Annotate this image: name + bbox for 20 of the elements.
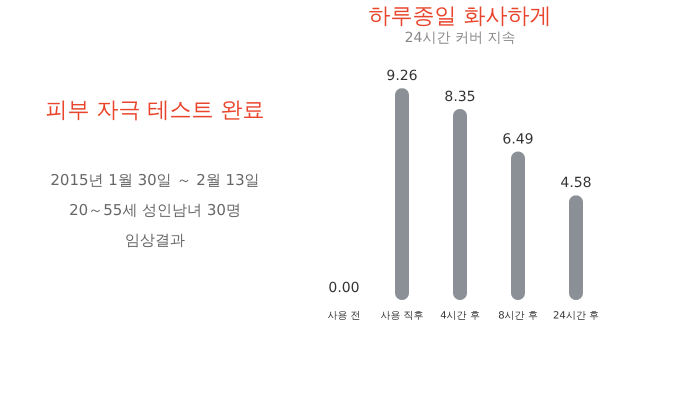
text: 2015년 1월 30일 ～ 2월 13일 [50,171,260,189]
data-label: 4.58 [560,175,592,192]
data-label: 9.26 [386,68,418,84]
x-tick-label: 사용 직후 [380,310,424,322]
chart-subtitle: 24시간 커버 지속 [404,30,516,46]
bar [569,195,583,300]
text: 임상결과 [125,231,185,249]
x-tick-label: 8시간 후 [498,310,538,322]
bar [395,88,409,300]
data-label: 8.35 [444,88,476,105]
data-label: 6.49 [502,132,534,148]
bar [453,108,467,300]
x-tick-label: 24시간 후 [553,310,599,322]
chart-title: 하루종일 화사하게 [368,4,552,29]
x-tick-label: 4시간 후 [440,310,480,322]
bar [511,152,525,300]
x-tick-label: 사용 전 [327,310,361,322]
data-label: 0.00 [328,280,360,296]
text: 20～55세 성인남녀 30명 [69,201,241,219]
text: 피부 자극 테스트 완료 [46,98,264,123]
